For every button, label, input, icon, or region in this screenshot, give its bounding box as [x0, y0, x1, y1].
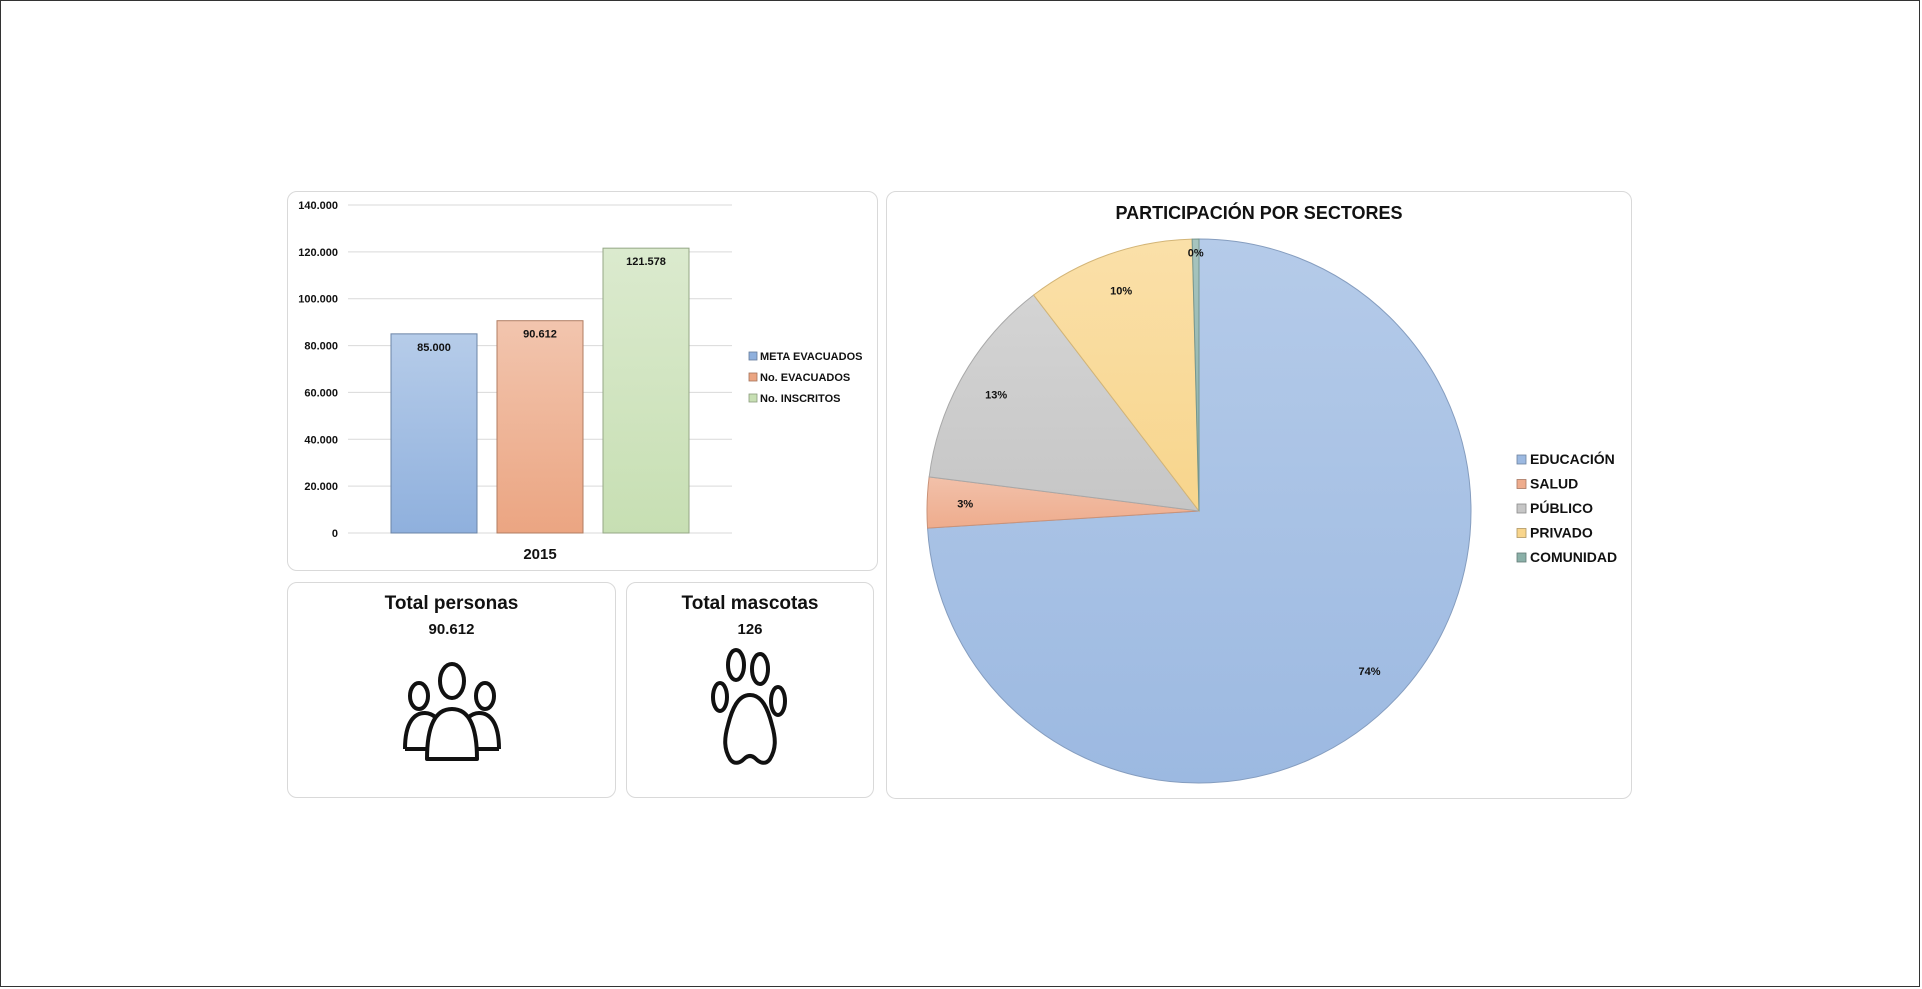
bar: [496, 320, 584, 534]
legend-swatch: [1516, 503, 1527, 514]
legend-label: No. INSCRITOS: [760, 393, 840, 405]
y-tick-label: 100.000: [298, 294, 338, 306]
legend-label: SALUD: [1530, 476, 1578, 492]
chart-title: PARTICIPACIÓN POR SECTORES: [1115, 202, 1402, 223]
bar-data-label: 121.578: [626, 256, 666, 268]
slice-label: 3%: [957, 499, 973, 511]
y-tick-label: 20.000: [304, 481, 338, 493]
y-tick-label: 140.000: [298, 200, 338, 212]
bar-data-label: 85.000: [417, 342, 451, 354]
slice-label: 13%: [985, 389, 1007, 401]
pie-slice: [928, 294, 1201, 512]
total-pets-card: Total mascotas 126: [626, 582, 874, 798]
legend-swatch: [748, 372, 758, 382]
pie-slice: [1032, 238, 1200, 513]
y-tick-label: 0: [332, 528, 338, 540]
bar-chart: 0 20.000 40.000 60.000 80.000 100.000 120.000 1…: [298, 200, 862, 563]
pie-chart-card: PARTICIPACIÓN POR SECTORES 74% 3% 13% 10% 0% E…: [886, 191, 1632, 799]
legend-label: PÚBLICO: [1530, 499, 1593, 516]
slice-label: 74%: [1359, 666, 1381, 678]
bar: [390, 333, 478, 534]
legend-label: COMUNIDAD: [1530, 549, 1617, 565]
legend-label: No. EVACUADOS: [760, 372, 850, 384]
total-persons-card: Total personas 90.612: [287, 582, 616, 798]
people-group-icon: [402, 662, 501, 761]
total-pets-title: Total mascotas: [681, 593, 819, 614]
total-persons-value: 90.612: [428, 621, 475, 638]
pie-slice: [1191, 238, 1200, 512]
legend-swatch: [1516, 454, 1527, 465]
y-tick-label: 120.000: [298, 247, 338, 259]
legend-swatch: [1516, 479, 1527, 489]
pie-chart: PARTICIPACIÓN POR SECTORES 74% 3% 13% 10% 0% E…: [926, 202, 1617, 784]
slice-label: 0%: [1188, 248, 1204, 260]
y-tick-label: 80.000: [304, 341, 338, 353]
bar-data-label: 90.612: [523, 329, 557, 341]
slice-label: 10%: [1110, 285, 1132, 297]
legend-swatch: [1516, 528, 1527, 538]
x-category-label: 2015: [523, 546, 556, 563]
total-persons-title: Total personas: [384, 593, 519, 614]
legend-label: EDUCACIÓN: [1530, 450, 1615, 467]
total-pets-value: 126: [737, 621, 763, 638]
bar: [602, 247, 690, 534]
paw-icon: [711, 648, 787, 765]
legend-label: PRIVADO: [1530, 525, 1593, 541]
y-tick-label: 60.000: [304, 387, 338, 399]
legend-swatch: [748, 393, 758, 403]
legend-label: META EVACUADOS: [760, 351, 862, 363]
bar-chart-card: 0 20.000 40.000 60.000 80.000 100.000 120.000 1…: [287, 191, 878, 571]
y-tick-label: 40.000: [304, 434, 338, 446]
legend-swatch: [748, 351, 758, 361]
legend-swatch: [1516, 552, 1527, 563]
